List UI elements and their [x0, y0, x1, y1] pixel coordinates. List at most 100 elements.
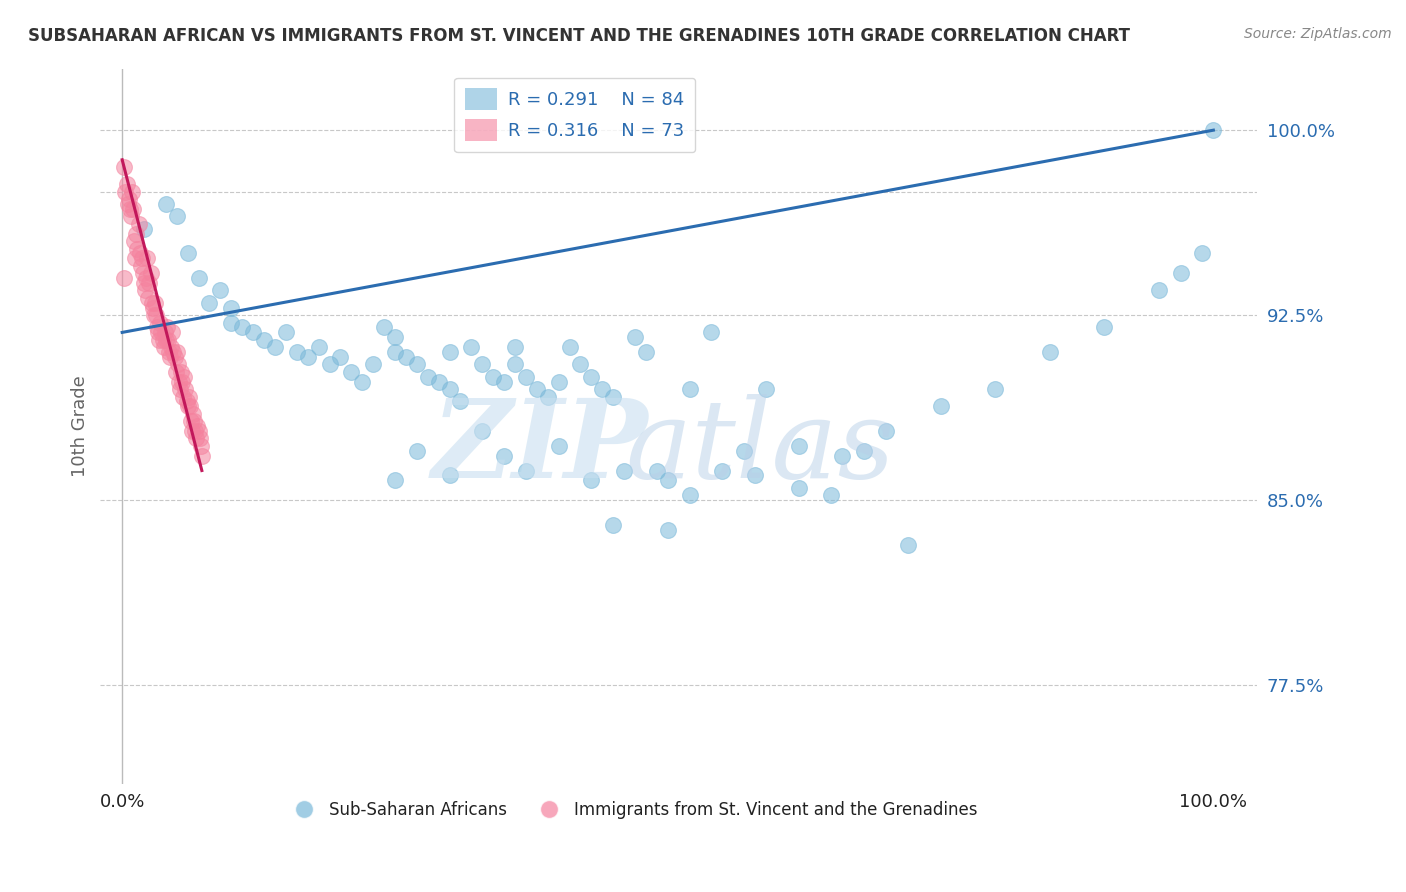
Point	[177, 390, 200, 404]
Point	[329, 350, 352, 364]
Point	[129, 259, 152, 273]
Point	[700, 326, 723, 340]
Point	[149, 316, 172, 330]
Point	[755, 382, 778, 396]
Point	[153, 326, 176, 340]
Point	[162, 345, 184, 359]
Point	[181, 424, 204, 438]
Point	[602, 390, 624, 404]
Point	[159, 350, 181, 364]
Point	[384, 345, 406, 359]
Point	[136, 252, 159, 266]
Point	[198, 295, 221, 310]
Text: atlas: atlas	[624, 394, 894, 501]
Point	[184, 424, 207, 438]
Point	[875, 424, 897, 438]
Legend: Sub-Saharan Africans, Immigrants from St. Vincent and the Grenadines: Sub-Saharan Africans, Immigrants from St…	[281, 794, 984, 825]
Point	[471, 358, 494, 372]
Point	[264, 340, 287, 354]
Point	[138, 276, 160, 290]
Point	[1039, 345, 1062, 359]
Point	[142, 308, 165, 322]
Point	[308, 340, 330, 354]
Point	[191, 449, 214, 463]
Point	[395, 350, 418, 364]
Point	[1202, 123, 1225, 137]
Point	[460, 340, 482, 354]
Point	[503, 340, 526, 354]
Point	[373, 320, 395, 334]
Point	[188, 432, 211, 446]
Point	[439, 468, 461, 483]
Point	[537, 390, 560, 404]
Point	[405, 443, 427, 458]
Point	[139, 266, 162, 280]
Point	[148, 333, 170, 347]
Point	[439, 345, 461, 359]
Point	[439, 382, 461, 396]
Point	[187, 424, 209, 438]
Point	[231, 320, 253, 334]
Point	[494, 375, 516, 389]
Point	[172, 375, 194, 389]
Point	[157, 345, 180, 359]
Point	[581, 474, 603, 488]
Point	[121, 185, 143, 199]
Point	[112, 271, 135, 285]
Point	[820, 488, 842, 502]
Point	[150, 326, 173, 340]
Point	[167, 375, 190, 389]
Point	[526, 382, 548, 396]
Point	[132, 266, 155, 280]
Point	[132, 222, 155, 236]
Point	[984, 382, 1007, 396]
Point	[146, 320, 169, 334]
Point	[221, 301, 243, 315]
Point	[787, 439, 810, 453]
Point	[384, 330, 406, 344]
Point	[131, 252, 153, 266]
Point	[1170, 266, 1192, 280]
Point	[120, 210, 142, 224]
Point	[624, 330, 647, 344]
Point	[148, 326, 170, 340]
Point	[134, 284, 156, 298]
Point	[1147, 284, 1170, 298]
Point	[190, 439, 212, 453]
Point	[733, 443, 755, 458]
Point	[602, 517, 624, 532]
Point	[416, 369, 439, 384]
Point	[122, 202, 145, 216]
Point	[427, 375, 450, 389]
Point	[118, 202, 141, 216]
Point	[128, 217, 150, 231]
Point	[361, 358, 384, 372]
Point	[209, 284, 232, 298]
Point	[657, 474, 679, 488]
Point	[112, 160, 135, 174]
Point	[253, 333, 276, 347]
Point	[166, 210, 188, 224]
Point	[711, 463, 734, 477]
Point	[634, 345, 657, 359]
Point	[143, 295, 166, 310]
Point	[186, 432, 208, 446]
Point	[174, 382, 197, 396]
Point	[117, 197, 139, 211]
Point	[156, 320, 179, 334]
Point	[547, 375, 569, 389]
Point	[169, 382, 191, 396]
Point	[831, 449, 853, 463]
Point	[405, 358, 427, 372]
Point	[152, 340, 174, 354]
Point	[645, 463, 668, 477]
Point	[183, 414, 205, 428]
Y-axis label: 10th Grade: 10th Grade	[72, 376, 89, 477]
Point	[558, 340, 581, 354]
Point	[142, 301, 165, 315]
Point	[156, 333, 179, 347]
Point	[449, 394, 471, 409]
Point	[471, 424, 494, 438]
Point	[340, 365, 363, 379]
Point	[187, 271, 209, 285]
